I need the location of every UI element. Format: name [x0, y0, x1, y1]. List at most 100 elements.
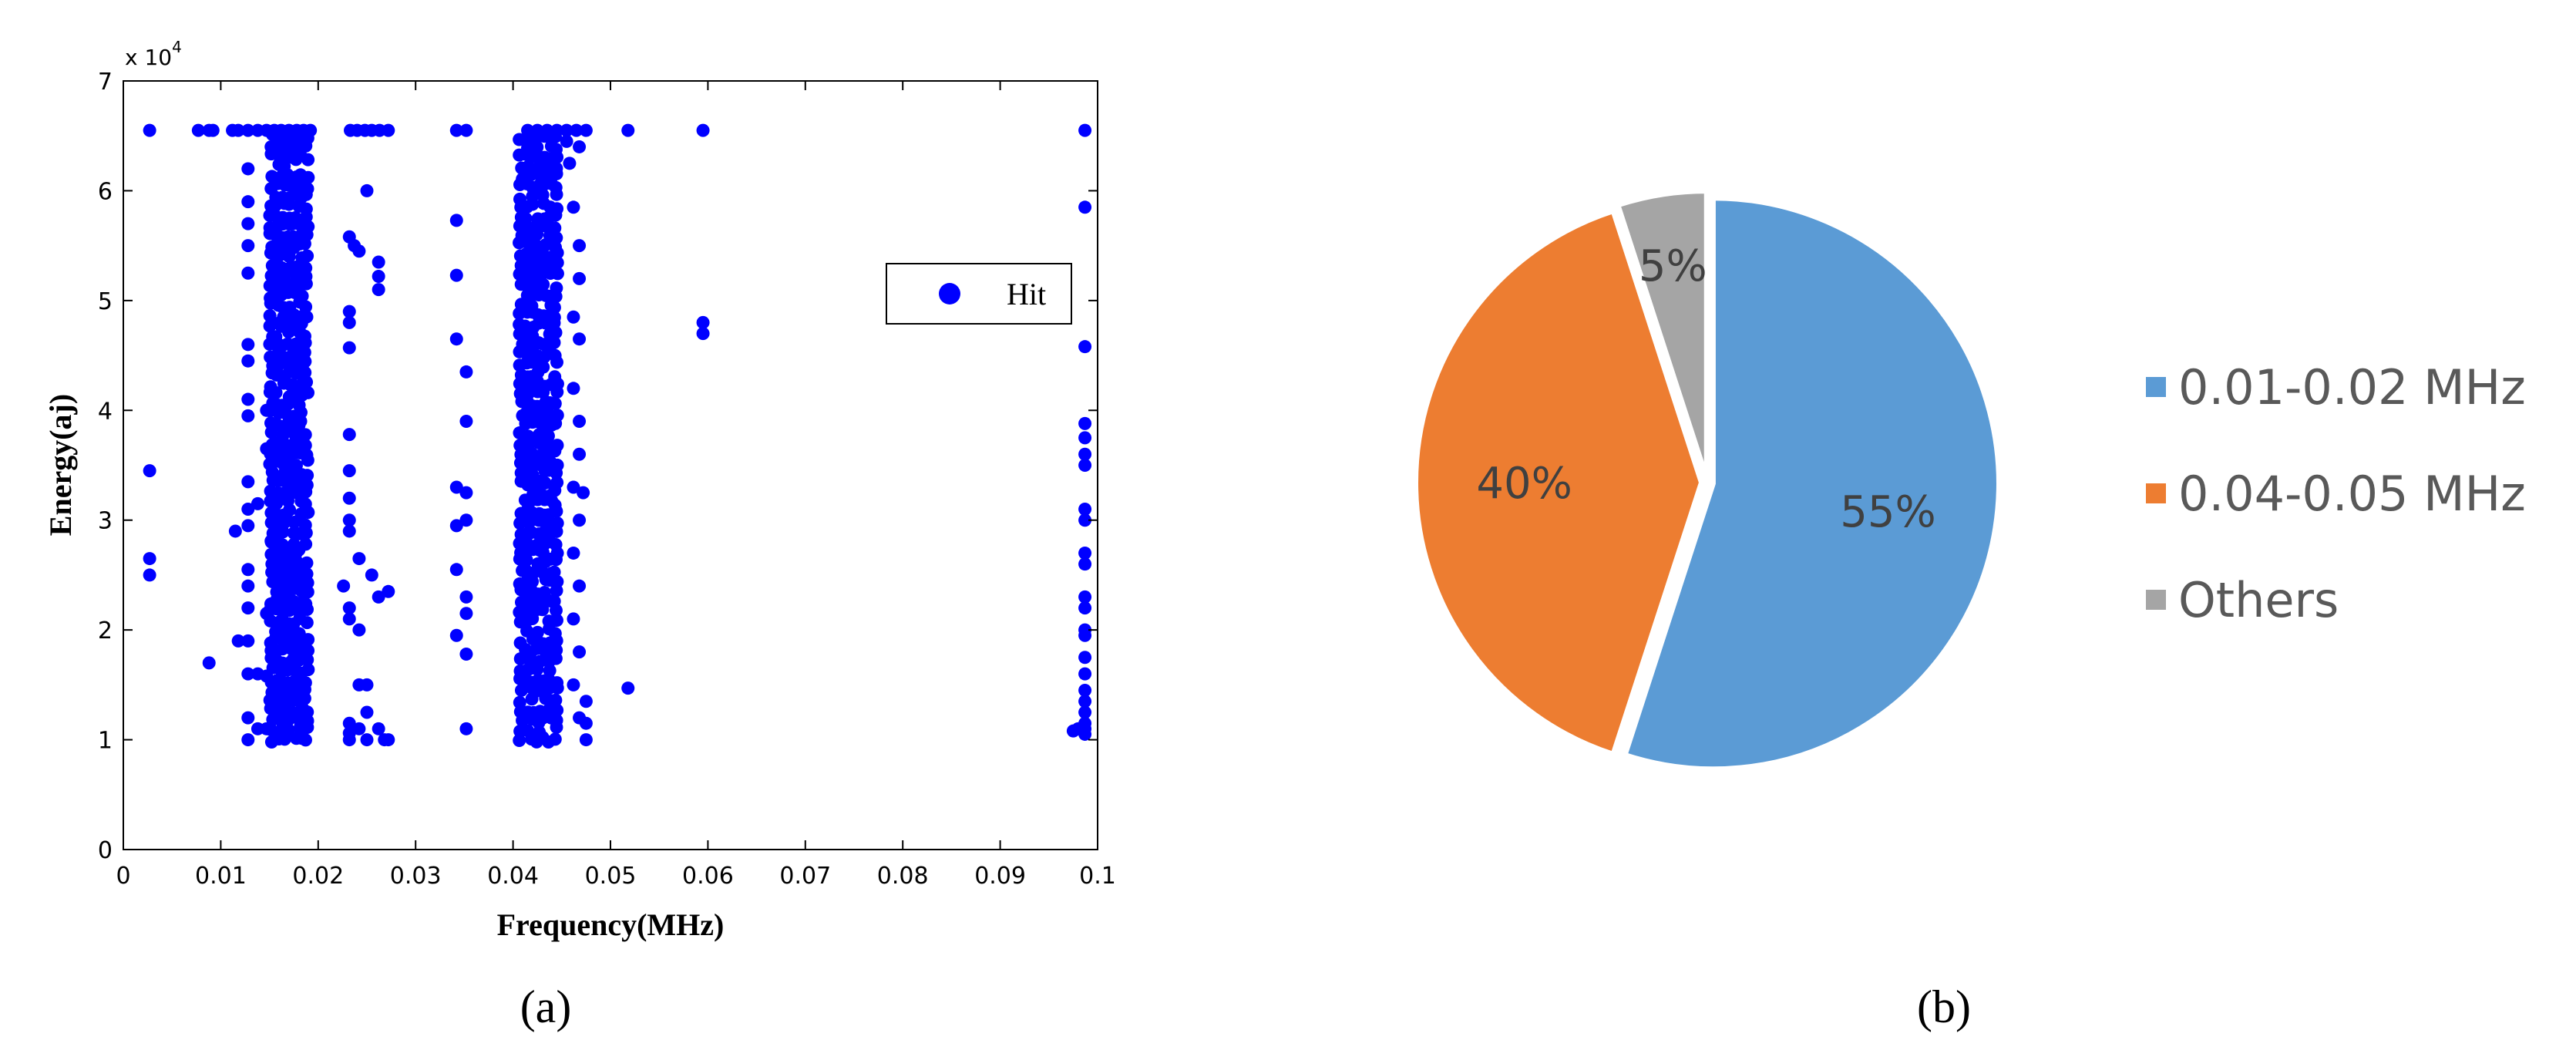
scatter-point: [299, 261, 313, 275]
pie-slice-labels: 55% 40% 5%: [1476, 241, 1935, 537]
scatter-point: [550, 614, 563, 628]
scatter-point: [550, 143, 563, 156]
scatter-point: [298, 676, 312, 690]
scatter-point: [360, 678, 374, 692]
scatter-point: [449, 628, 463, 642]
scatter-point: [549, 693, 563, 707]
scatter-point: [298, 428, 312, 442]
scatter-point: [372, 270, 385, 284]
scatter-point: [550, 256, 564, 270]
scatter-point: [1078, 651, 1092, 665]
legend-marker: [939, 283, 960, 305]
scatter-point: [573, 513, 587, 527]
scatter-point: [513, 695, 526, 709]
x-tick-label: 0.08: [877, 863, 929, 890]
scatter-point: [292, 398, 306, 412]
scatter-point: [241, 239, 255, 253]
legend: Hit: [886, 263, 1072, 325]
scatter-point: [567, 612, 580, 626]
scatter-point: [295, 289, 309, 303]
scatter-point: [300, 556, 314, 570]
scatter-point: [292, 419, 306, 432]
scatter-point: [550, 409, 564, 422]
scatter-point: [301, 170, 315, 184]
scatter-point: [360, 705, 374, 719]
x-axis-ticks: 0 0.01 0.02 0.03 0.04 0.05 0.06 0.07 0.08 0.09 0.1: [116, 81, 1116, 890]
scatter-point: [560, 134, 573, 148]
scatter-point: [1078, 695, 1092, 708]
x-tick-label: 0.1: [1079, 863, 1116, 890]
scatter-point: [449, 563, 463, 577]
scatter-point: [550, 202, 564, 216]
scatter-point: [547, 565, 561, 579]
scatter-point: [547, 335, 561, 349]
x-tick-label: 0.03: [390, 863, 442, 890]
x-tick-label: 0.05: [585, 863, 637, 890]
scatter-point: [241, 266, 255, 280]
scatter-point: [1078, 557, 1092, 571]
scatter-point: [342, 612, 356, 626]
scatter-point: [298, 733, 312, 747]
scatter-point: [342, 513, 356, 527]
scatter-point: [1078, 628, 1092, 642]
scatter-point: [573, 239, 587, 253]
scatter-point: [228, 524, 242, 538]
scatter-point: [550, 458, 564, 472]
y-axis-ticks: 0 1 2 3 4 5 6 7: [98, 69, 1098, 864]
scatter-point: [449, 268, 463, 282]
scatter-point: [550, 676, 564, 690]
scatter-point: [550, 517, 564, 530]
scatter-point: [360, 733, 374, 747]
legend-swatch: [2146, 377, 2166, 397]
scatter-point: [621, 681, 635, 695]
scatter-point: [191, 123, 205, 137]
scatter-point: [241, 667, 255, 681]
scatter-point: [241, 195, 255, 209]
scatter-point: [459, 486, 473, 500]
scatter-point: [241, 579, 255, 593]
scatter-point: [269, 385, 283, 399]
scatter-point: [1078, 416, 1092, 430]
scatter-point: [1078, 667, 1092, 681]
scatter-point: [301, 663, 315, 677]
x-tick-label: 0.02: [292, 863, 344, 890]
scatter-point: [241, 733, 255, 747]
scatter-point: [567, 200, 580, 214]
scatter-point: [298, 365, 312, 379]
scatter-point: [549, 180, 563, 194]
scatter-point: [202, 656, 216, 670]
scatter-point: [206, 123, 220, 137]
scatter-point: [547, 311, 561, 325]
scatter-point: [241, 409, 255, 422]
scatter-point: [298, 329, 311, 343]
scatter-point: [241, 563, 255, 577]
scatter-point: [342, 524, 356, 538]
scatter-point: [300, 310, 314, 324]
x-tick-label: 0.06: [682, 863, 734, 890]
scatter-point: [1066, 724, 1080, 738]
scatter-point: [241, 354, 255, 368]
scatter-point: [550, 703, 564, 717]
legend-entry: 0.04-0.05 MHz: [2178, 466, 2526, 522]
scatter-point: [231, 123, 245, 137]
x-axis-label: Frequency(MHz): [497, 907, 725, 942]
scatter-point: [342, 716, 356, 730]
scatter-point: [1078, 447, 1092, 461]
scatter-point: [301, 220, 315, 234]
scatter-point: [300, 375, 314, 389]
legend-swatch: [2146, 590, 2166, 610]
scatter-point: [143, 464, 156, 478]
scatter-point: [548, 498, 562, 512]
scatter-point: [550, 713, 563, 727]
scatter-point: [301, 633, 315, 647]
scatter-point: [579, 123, 593, 137]
scatter-point: [241, 217, 255, 231]
scatter-point: [459, 722, 473, 735]
scatter-point: [1078, 502, 1092, 516]
scatter-point: [241, 475, 255, 489]
pie-slice: [1414, 208, 1704, 757]
scatter-point: [241, 711, 255, 725]
pie-slice: [1615, 189, 1709, 478]
x-tick-label: 0.04: [487, 863, 539, 890]
scatter-point: [449, 123, 463, 137]
